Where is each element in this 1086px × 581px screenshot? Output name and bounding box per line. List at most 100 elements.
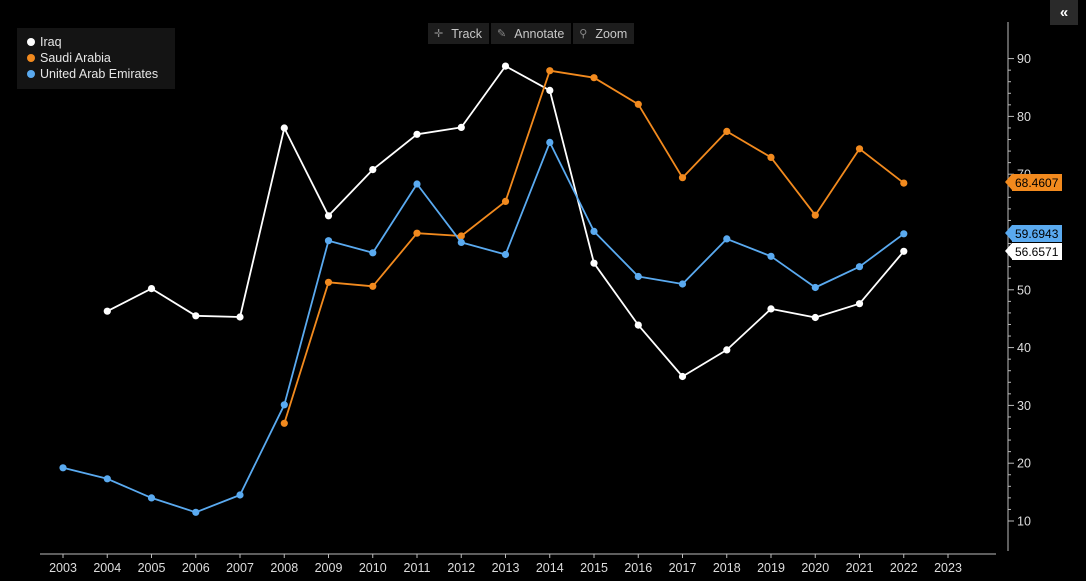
data-point-united-arab-emirates-2015[interactable] xyxy=(590,227,598,235)
zoom-button[interactable]: ⚲ Zoom xyxy=(573,23,635,44)
x-tick-label: 2003 xyxy=(49,561,77,575)
magnifier-icon: ⚲ xyxy=(579,28,588,40)
data-point-iraq-2007[interactable] xyxy=(236,313,244,321)
data-point-saudi-arabia-2015[interactable] xyxy=(590,74,598,82)
legend-dot-uae xyxy=(27,70,35,78)
data-point-united-arab-emirates-2020[interactable] xyxy=(811,283,819,292)
data-point-united-arab-emirates-2017[interactable] xyxy=(678,280,687,288)
data-point-saudi-arabia-2019[interactable] xyxy=(767,153,775,161)
last-value-uae: 59.6943 xyxy=(1015,226,1059,241)
track-button[interactable]: ✛ Track xyxy=(428,23,490,44)
data-point-iraq-2009[interactable] xyxy=(324,212,333,220)
data-point-iraq-2004[interactable] xyxy=(103,307,111,315)
data-point-saudi-arabia-2018[interactable] xyxy=(723,127,731,135)
data-point-saudi-arabia-2011[interactable] xyxy=(413,229,421,237)
data-point-iraq-2010[interactable] xyxy=(369,166,377,174)
y-tick-label: 20 xyxy=(1017,457,1031,471)
data-point-iraq-2021[interactable] xyxy=(855,300,864,308)
data-point-iraq-2013[interactable] xyxy=(501,62,510,70)
data-point-united-arab-emirates-2022[interactable] xyxy=(900,230,908,238)
data-point-iraq-2005[interactable] xyxy=(147,285,156,293)
x-tick-label: 2023 xyxy=(934,561,962,575)
x-tick-label: 2004 xyxy=(93,561,121,575)
y-tick-label: 40 xyxy=(1017,341,1031,355)
data-point-united-arab-emirates-2012[interactable] xyxy=(457,238,465,246)
data-point-united-arab-emirates-2019[interactable] xyxy=(767,252,775,260)
x-tick-label: 2007 xyxy=(226,561,254,575)
data-point-united-arab-emirates-2021[interactable] xyxy=(855,263,864,271)
y-tick-label: 90 xyxy=(1017,52,1031,66)
x-tick-label: 2006 xyxy=(182,561,210,575)
legend-label-uae: United Arab Emirates xyxy=(40,67,159,81)
data-point-iraq-2018[interactable] xyxy=(723,346,731,354)
data-point-iraq-2016[interactable] xyxy=(634,321,642,329)
pencil-icon: ✎ xyxy=(497,28,507,40)
data-point-iraq-2022[interactable] xyxy=(900,247,908,255)
crosshair-icon: ✛ xyxy=(434,28,444,40)
data-point-united-arab-emirates-2008[interactable] xyxy=(280,401,288,409)
last-value-saudi-arabia: 68.4607 xyxy=(1015,175,1059,190)
data-point-saudi-arabia-2009[interactable] xyxy=(324,278,333,286)
data-point-saudi-arabia-2016[interactable] xyxy=(634,100,642,108)
data-point-united-arab-emirates-2005[interactable] xyxy=(147,494,156,502)
data-point-saudi-arabia-2012[interactable] xyxy=(457,232,465,240)
legend: Iraq Saudi Arabia United Arab Emirates xyxy=(17,28,175,89)
legend-item-uae[interactable]: United Arab Emirates xyxy=(27,67,158,81)
data-point-united-arab-emirates-2004[interactable] xyxy=(103,475,111,483)
x-tick-label: 2020 xyxy=(801,561,829,575)
last-value-tag-saudi-arabia: 68.4607 xyxy=(1004,174,1063,191)
x-tick-label: 2012 xyxy=(447,561,475,575)
data-point-united-arab-emirates-2010[interactable] xyxy=(369,249,377,257)
series-line-iraq xyxy=(106,65,905,378)
legend-dot-iraq xyxy=(27,38,35,46)
data-point-iraq-2014[interactable] xyxy=(546,86,554,94)
collapse-panel-button[interactable]: « xyxy=(1050,0,1078,25)
data-point-united-arab-emirates-2014[interactable] xyxy=(546,138,554,146)
data-point-united-arab-emirates-2006[interactable] xyxy=(192,508,200,516)
data-point-united-arab-emirates-2009[interactable] xyxy=(324,237,333,245)
data-point-saudi-arabia-2010[interactable] xyxy=(369,282,377,290)
data-point-iraq-2015[interactable] xyxy=(590,259,598,267)
data-point-saudi-arabia-2021[interactable] xyxy=(855,145,864,153)
data-point-iraq-2017[interactable] xyxy=(678,372,687,381)
x-tick-label: 2017 xyxy=(669,561,697,575)
x-tick-label: 2016 xyxy=(624,561,652,575)
chart-toolbar: ✛ Track ✎ Annotate ⚲ Zoom xyxy=(428,23,636,44)
data-point-united-arab-emirates-2011[interactable] xyxy=(413,180,421,188)
data-point-saudi-arabia-2013[interactable] xyxy=(501,197,510,205)
legend-item-iraq[interactable]: Iraq xyxy=(27,35,62,49)
series-line-united-arab-emirates xyxy=(62,141,905,514)
data-point-iraq-2006[interactable] xyxy=(192,312,200,320)
data-point-iraq-2020[interactable] xyxy=(811,313,819,322)
legend-item-saudi-arabia[interactable]: Saudi Arabia xyxy=(27,51,111,65)
annotate-button[interactable]: ✎ Annotate xyxy=(491,23,572,44)
data-point-iraq-2019[interactable] xyxy=(767,305,775,313)
x-tick-label: 2013 xyxy=(492,561,520,575)
x-tick-label: 2015 xyxy=(580,561,608,575)
legend-label-iraq: Iraq xyxy=(40,35,62,49)
data-point-iraq-2012[interactable] xyxy=(457,123,465,131)
data-point-saudi-arabia-2008[interactable] xyxy=(280,419,288,427)
last-value-tag-iraq: 56.6571 xyxy=(1004,243,1063,260)
data-point-saudi-arabia-2020[interactable] xyxy=(811,211,819,219)
x-tick-label: 2010 xyxy=(359,561,387,575)
annotate-label: Annotate xyxy=(514,26,565,41)
data-point-saudi-arabia-2014[interactable] xyxy=(546,67,554,75)
data-point-iraq-2008[interactable] xyxy=(280,124,288,132)
data-point-united-arab-emirates-2003[interactable] xyxy=(59,464,67,472)
data-point-iraq-2011[interactable] xyxy=(413,130,421,138)
data-point-united-arab-emirates-2007[interactable] xyxy=(236,491,244,499)
x-tick-label: 2009 xyxy=(315,561,343,575)
data-point-united-arab-emirates-2016[interactable] xyxy=(634,272,642,281)
data-point-united-arab-emirates-2018[interactable] xyxy=(723,235,731,243)
x-tick-label: 2021 xyxy=(846,561,874,575)
data-point-saudi-arabia-2017[interactable] xyxy=(678,174,687,182)
data-point-united-arab-emirates-2013[interactable] xyxy=(501,250,510,259)
x-tick-label: 2008 xyxy=(270,561,298,575)
y-tick-label: 50 xyxy=(1017,283,1031,297)
double-chevron-left-icon: « xyxy=(1059,4,1069,21)
data-point-saudi-arabia-2022[interactable] xyxy=(900,179,908,187)
legend-dot-saudi-arabia xyxy=(27,54,35,62)
y-tick-label: 10 xyxy=(1017,515,1031,529)
